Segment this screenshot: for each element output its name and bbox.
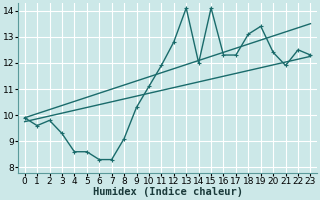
- X-axis label: Humidex (Indice chaleur): Humidex (Indice chaleur): [92, 187, 243, 197]
